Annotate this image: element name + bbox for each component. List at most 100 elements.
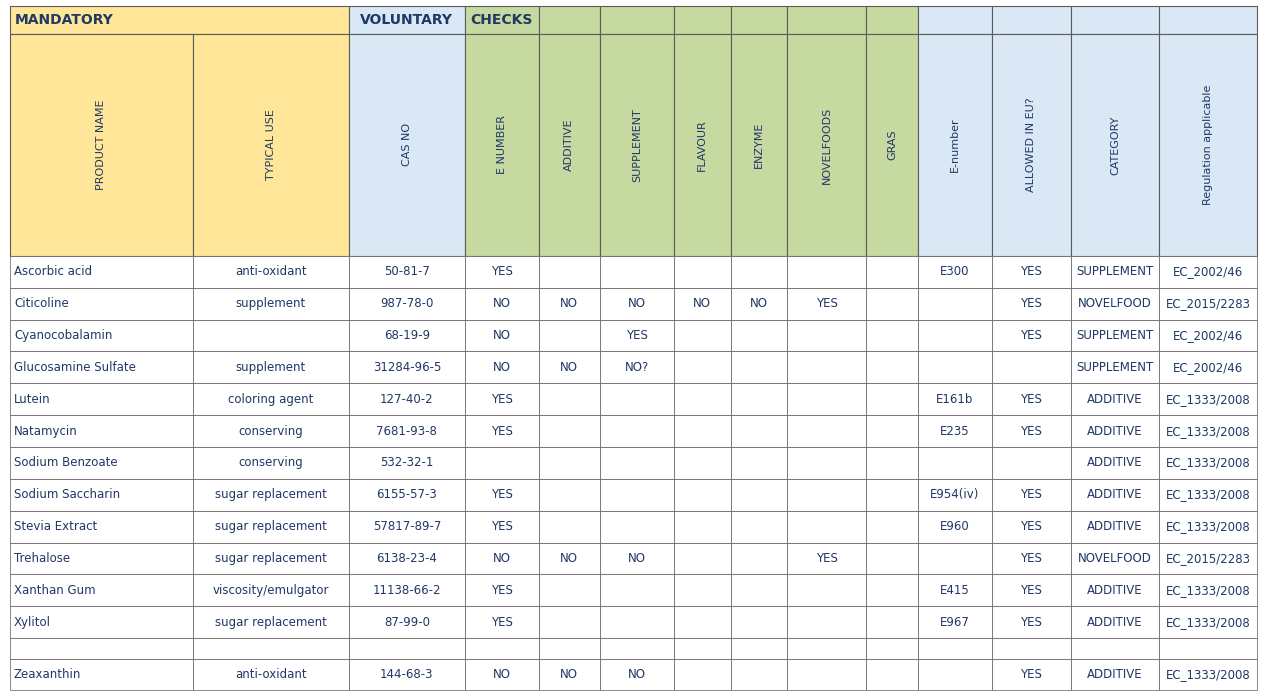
Text: NO: NO [493, 552, 511, 565]
Bar [1159, 319, 1257, 351]
Bar [787, 256, 867, 287]
Text: ADDITIVE: ADDITIVE [1087, 584, 1143, 596]
Text: Xylitol: Xylitol [14, 616, 51, 628]
Text: NO: NO [693, 297, 711, 310]
Bar [787, 638, 867, 658]
Text: NO: NO [628, 552, 646, 565]
Text: EC_2015/2283: EC_2015/2283 [1166, 297, 1251, 310]
Text: E960: E960 [940, 520, 969, 533]
Bar [193, 574, 350, 606]
Bar [10, 479, 193, 511]
Text: Stevia Extract: Stevia Extract [14, 520, 98, 533]
Text: YES: YES [490, 265, 513, 278]
Bar [465, 319, 538, 351]
Bar [867, 6, 917, 34]
Bar [992, 34, 1071, 256]
Bar [731, 383, 787, 415]
Bar [538, 383, 601, 415]
Text: E954(iv): E954(iv) [930, 489, 979, 501]
Bar [1071, 415, 1159, 447]
Bar [867, 574, 917, 606]
Bar [1071, 256, 1159, 287]
Bar [917, 415, 992, 447]
Bar [674, 511, 731, 543]
Bar [350, 511, 465, 543]
Bar [787, 319, 867, 351]
Text: NO: NO [560, 361, 578, 374]
Bar [674, 256, 731, 287]
Bar [10, 287, 193, 319]
Bar [731, 287, 787, 319]
Bar [731, 447, 787, 479]
Bar [10, 351, 193, 383]
Bar [917, 351, 992, 383]
Bar [1071, 6, 1159, 34]
Text: supplement: supplement [236, 361, 307, 374]
Text: supplement: supplement [236, 297, 307, 310]
Bar [350, 415, 465, 447]
Text: SUPPLEMENT: SUPPLEMENT [1077, 265, 1154, 278]
Bar [1071, 606, 1159, 638]
Bar [538, 479, 601, 511]
Bar [674, 319, 731, 351]
Bar [10, 256, 193, 287]
Bar [992, 574, 1071, 606]
Bar [731, 415, 787, 447]
Bar [465, 511, 538, 543]
Text: CHECKS: CHECKS [470, 13, 533, 26]
Bar [601, 543, 674, 574]
Bar [917, 319, 992, 351]
Bar [1071, 543, 1159, 574]
Text: ADDITIVE: ADDITIVE [564, 119, 574, 171]
Text: VOLUNTARY: VOLUNTARY [360, 13, 454, 26]
Text: E NUMBER: E NUMBER [497, 116, 507, 175]
Bar [538, 574, 601, 606]
Bar [917, 287, 992, 319]
Bar [1071, 351, 1159, 383]
Bar [917, 574, 992, 606]
Text: sugar replacement: sugar replacement [215, 520, 327, 533]
Bar [10, 574, 193, 606]
Bar [1159, 574, 1257, 606]
Text: conserving: conserving [238, 425, 303, 438]
Bar [193, 287, 350, 319]
Text: 11138-66-2: 11138-66-2 [372, 584, 441, 596]
Bar [465, 658, 538, 690]
Bar [193, 479, 350, 511]
Text: Cyanocobalamin: Cyanocobalamin [14, 329, 113, 342]
Text: Citicoline: Citicoline [14, 297, 68, 310]
Bar [917, 383, 992, 415]
Bar [350, 574, 465, 606]
Bar [465, 543, 538, 574]
Bar [538, 447, 601, 479]
Text: Ascorbic acid: Ascorbic acid [14, 265, 92, 278]
Bar [787, 34, 867, 256]
Bar [1159, 638, 1257, 658]
Text: NOVELFOODS: NOVELFOODS [821, 106, 831, 184]
Bar [992, 6, 1071, 34]
Text: E161b: E161b [936, 393, 973, 406]
Text: YES: YES [626, 329, 647, 342]
Text: 144-68-3: 144-68-3 [380, 668, 433, 681]
Bar [674, 606, 731, 638]
Bar [1071, 638, 1159, 658]
Text: Trehalose: Trehalose [14, 552, 70, 565]
Text: YES: YES [1020, 520, 1043, 533]
Text: E967: E967 [940, 616, 969, 628]
Bar [350, 543, 465, 574]
Text: YES: YES [1020, 668, 1043, 681]
Bar [193, 606, 350, 638]
Bar [601, 574, 674, 606]
Bar [1071, 511, 1159, 543]
Bar [867, 319, 917, 351]
Bar [674, 287, 731, 319]
Bar [350, 658, 465, 690]
Text: anti-oxidant: anti-oxidant [236, 265, 307, 278]
Bar [917, 543, 992, 574]
Bar [674, 415, 731, 447]
Text: 127-40-2: 127-40-2 [380, 393, 433, 406]
Bar [350, 34, 465, 256]
Text: E235: E235 [940, 425, 969, 438]
Bar [465, 479, 538, 511]
Bar [917, 658, 992, 690]
